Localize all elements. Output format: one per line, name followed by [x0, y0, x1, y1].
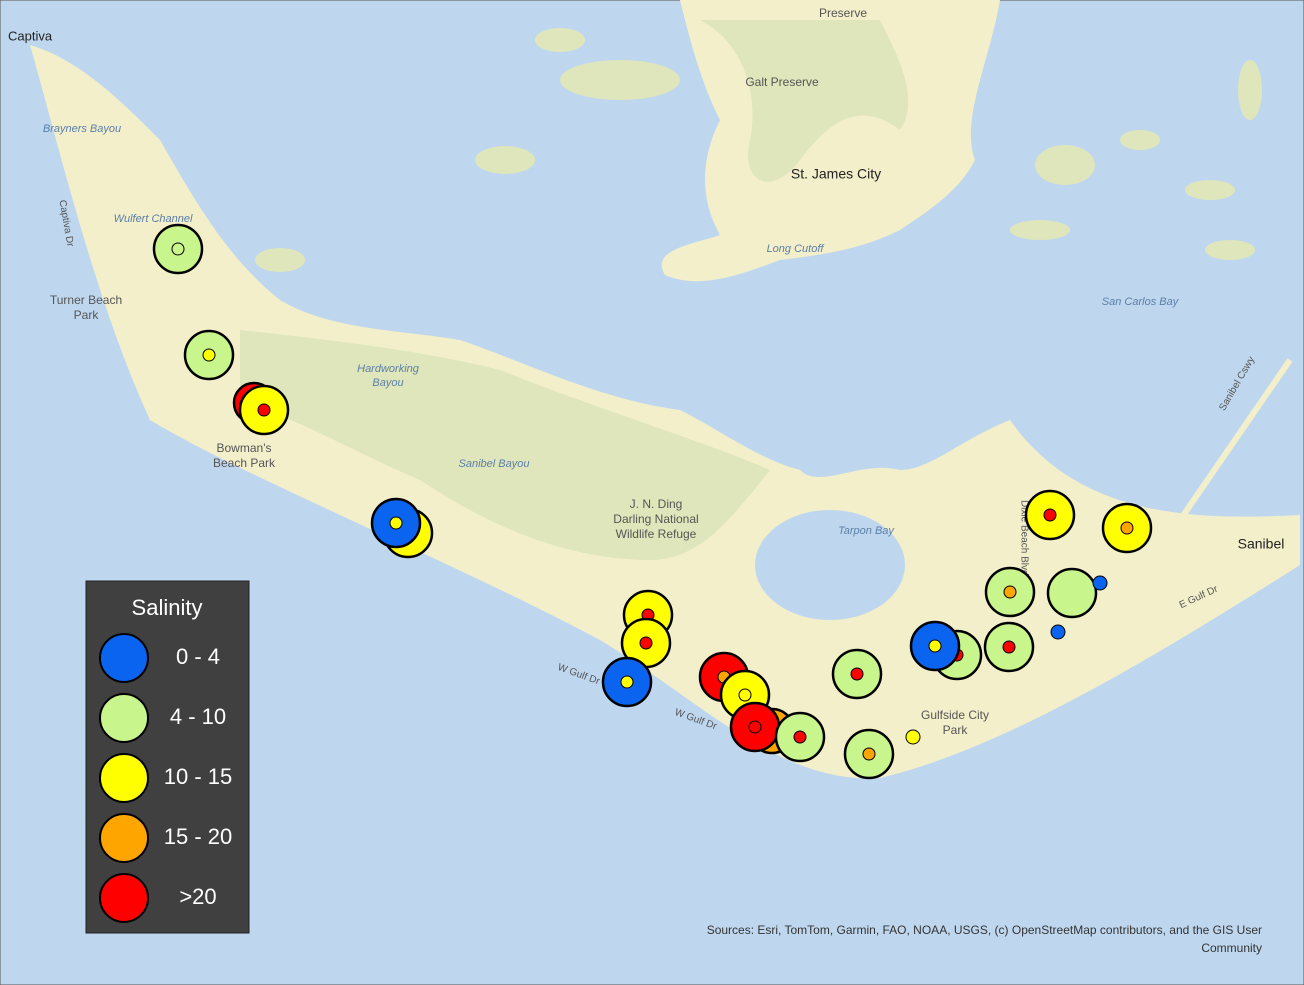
water-label: Tarpon Bay [838, 525, 895, 537]
sources: Community [1201, 941, 1262, 955]
site-marker [1050, 624, 1066, 640]
vegetation [700, 20, 909, 182]
place-label: Preserve [819, 6, 867, 20]
site-marker-inner [1002, 640, 1016, 654]
road-label: Dixie Beach Blvd [1018, 500, 1029, 576]
water-label: Brayners Bayou [43, 123, 121, 135]
place-label: St. James City [791, 166, 881, 182]
legend-swatch [99, 873, 149, 923]
legend-label: >20 [179, 884, 216, 909]
tarpon-bay [755, 510, 905, 620]
sources: Sources: Esri, TomTom, Garmin, FAO, NOAA… [707, 923, 1262, 937]
site-marker-inner [928, 639, 942, 653]
markers [152, 223, 1153, 780]
place-label: Park [943, 723, 969, 737]
legend-swatch [99, 693, 149, 743]
place-label: Galt Preserve [745, 75, 819, 89]
refuge-vegetation [240, 330, 770, 560]
legend-swatch [99, 753, 149, 803]
place-labels: Captiva Preserve Galt Preserve St. James… [8, 6, 1284, 737]
legend-label: 0 - 4 [176, 644, 220, 669]
place-label: Turner Beach [50, 293, 122, 307]
site-marker-inner [1043, 508, 1057, 522]
causeway [1177, 358, 1293, 522]
place-label: Gulfside City [921, 708, 989, 722]
water-label: Wulfert Channel [114, 213, 193, 225]
water-label: Hardworking [357, 363, 420, 375]
site-marker-inner [639, 636, 653, 650]
site-marker-inner [748, 720, 762, 734]
legend-swatch [99, 813, 149, 863]
water-label: Long Cutoff [767, 243, 825, 255]
legend-label: 15 - 20 [164, 824, 233, 849]
site-marker [905, 729, 921, 745]
water-label: Sanibel Bayou [459, 458, 530, 470]
legend-label: 4 - 10 [170, 704, 226, 729]
legend-title: Salinity [132, 595, 203, 620]
site-marker [1092, 575, 1108, 591]
legend-label: 10 - 15 [164, 764, 233, 789]
site-marker-inner [850, 667, 864, 681]
place-label: Park [74, 308, 100, 322]
water-label: Bayou [372, 377, 403, 389]
place-label: Captiva [8, 28, 53, 43]
place-label: Beach Park [213, 456, 276, 470]
site-marker-inner [620, 675, 634, 689]
site-marker-inner [389, 516, 403, 530]
site-marker-inner [257, 403, 271, 417]
site-marker [1046, 567, 1098, 619]
site-marker-inner [202, 348, 216, 362]
legend: 0 - 4 4 - 10 10 - 15 15 - 20 >20 [99, 633, 233, 923]
site-marker-inner [1003, 585, 1017, 599]
site-marker-inner [171, 242, 185, 256]
place-label: J. N. Ding [630, 497, 683, 511]
site-marker-inner [793, 730, 807, 744]
sanibel-island [30, 45, 1300, 779]
water-label: San Carlos Bay [1102, 296, 1180, 308]
site-marker-inner [862, 747, 876, 761]
place-label: Darling National [613, 512, 698, 526]
legend-swatch [99, 633, 149, 683]
site-marker-inner [738, 688, 752, 702]
place-label: Sanibel [1238, 536, 1285, 552]
place-label: Bowman's [217, 441, 272, 455]
site-marker-inner [1120, 521, 1134, 535]
place-label: Wildlife Refuge [616, 527, 697, 541]
